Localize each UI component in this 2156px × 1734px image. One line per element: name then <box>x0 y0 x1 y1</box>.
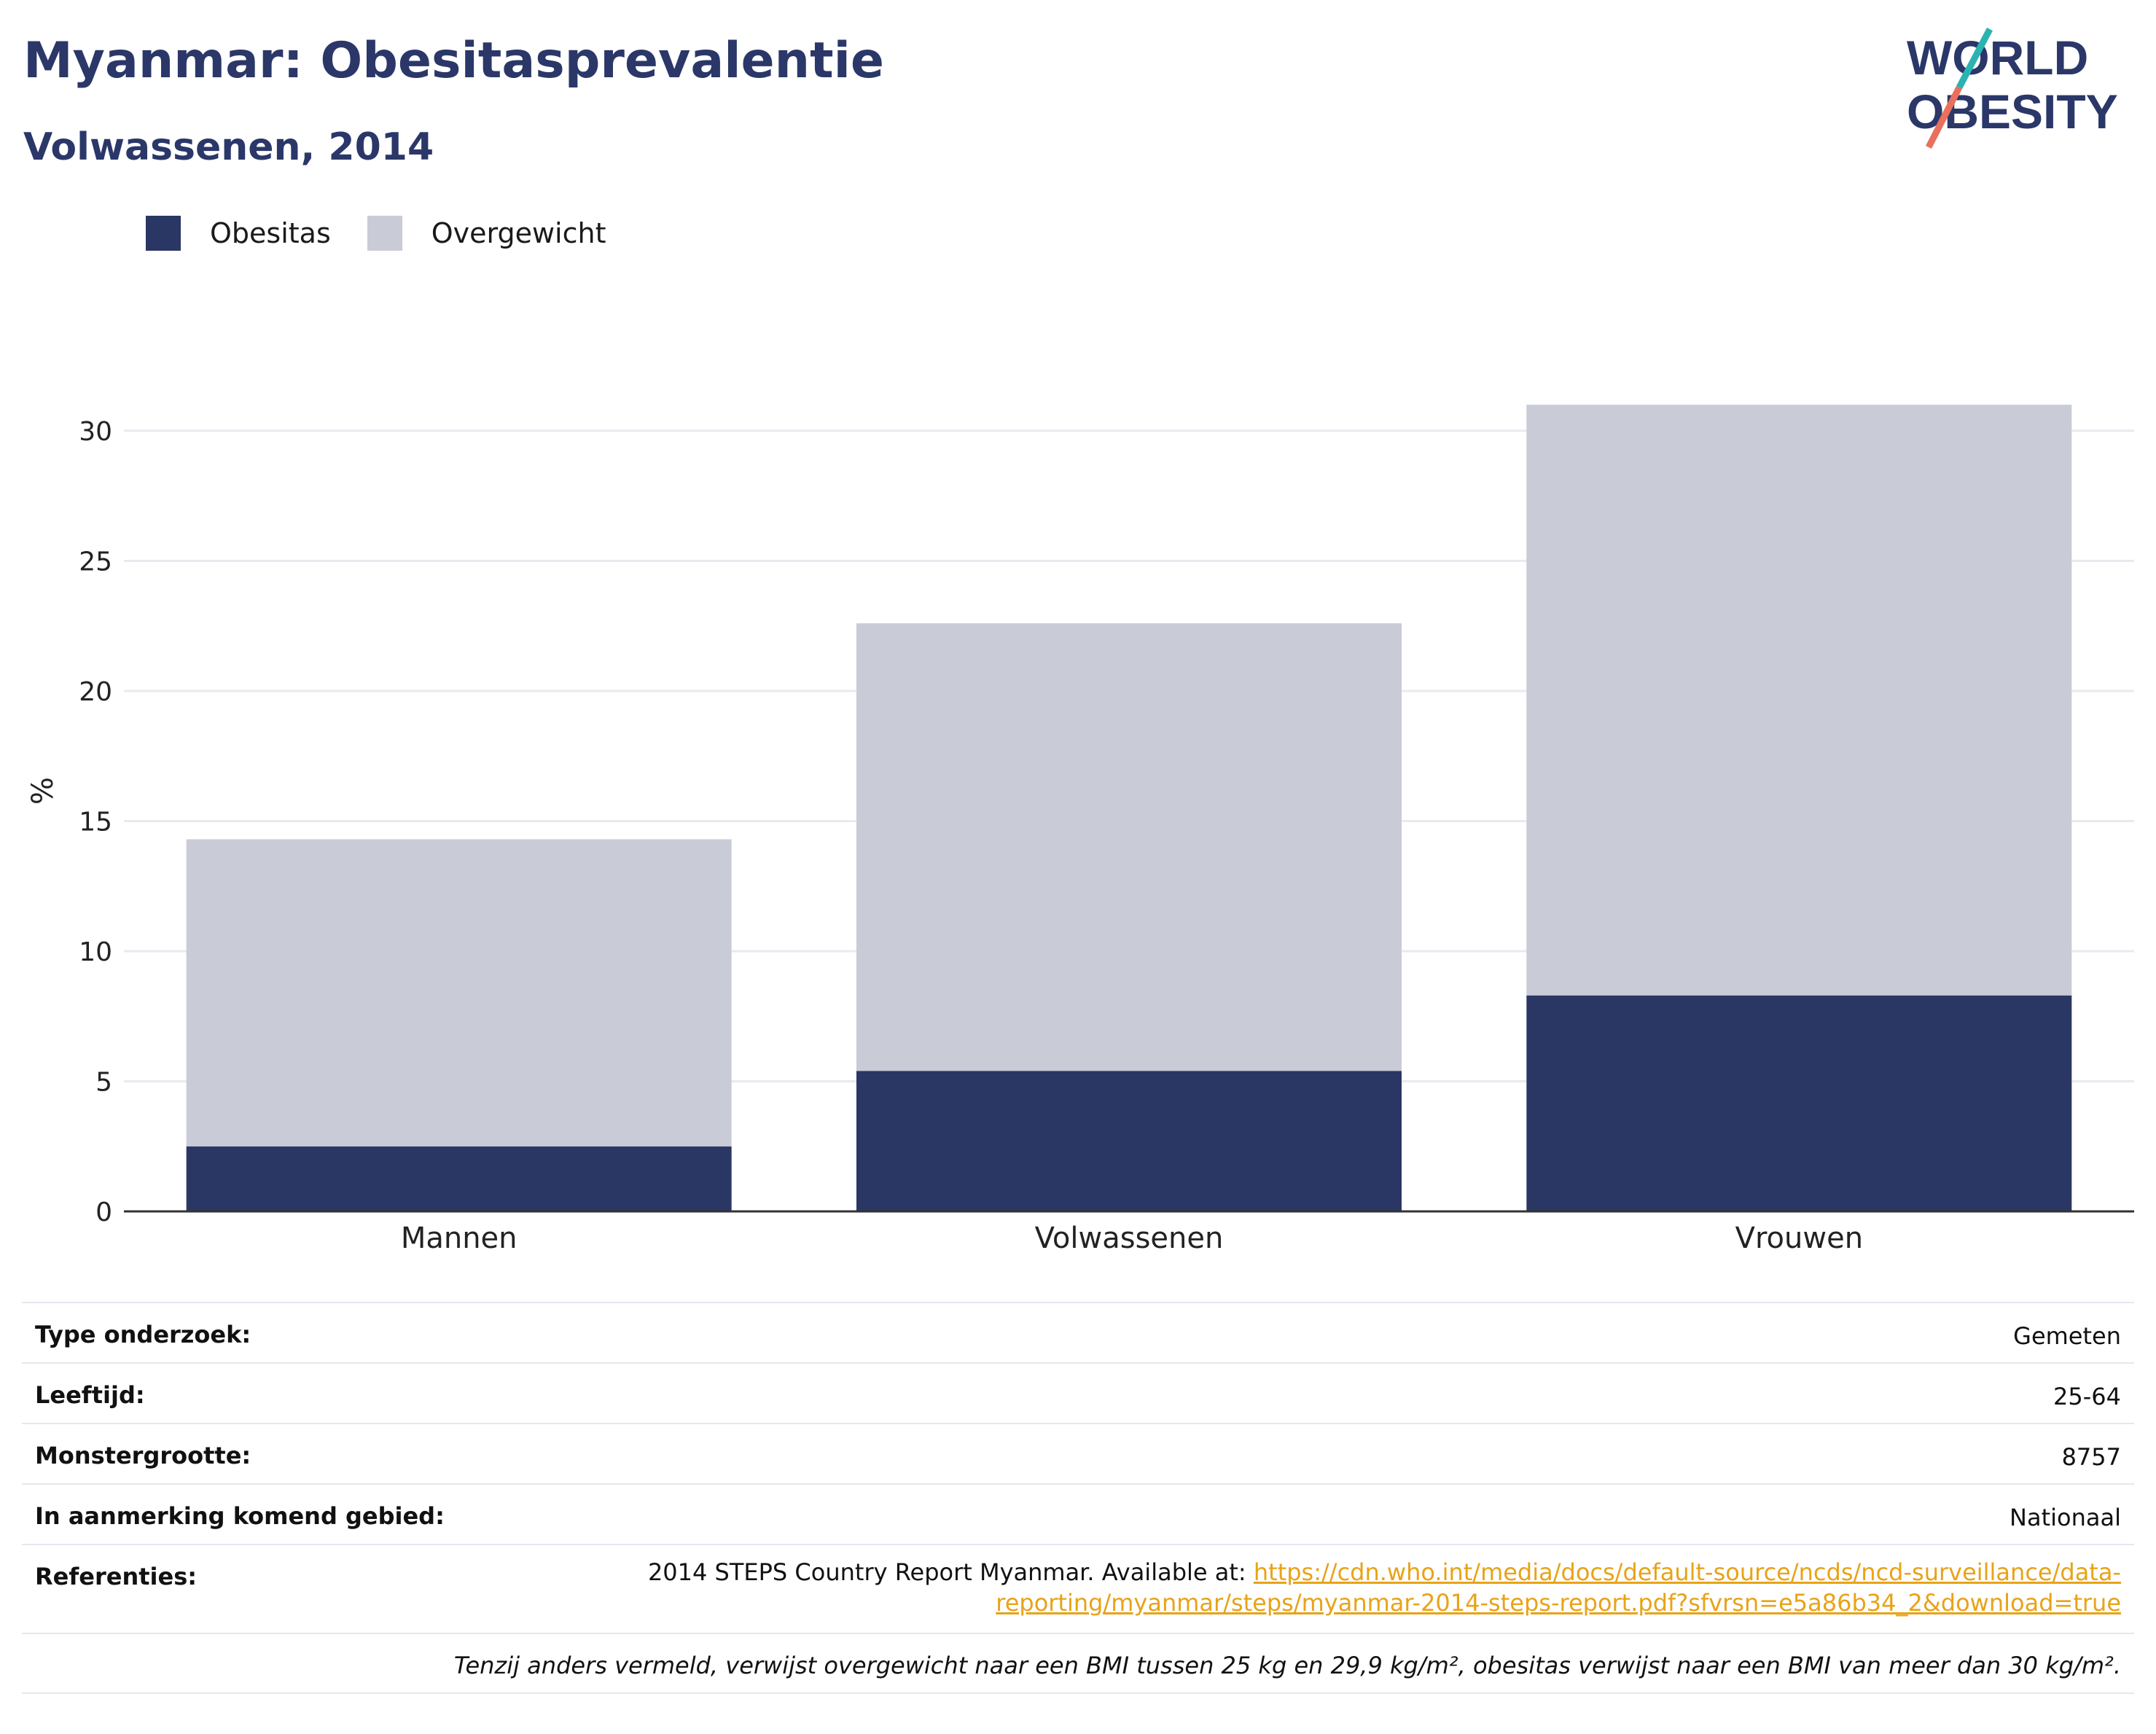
x-tick-label: Vrouwen <box>1735 1222 1863 1255</box>
legend-label-overgewicht: Overgewicht <box>431 217 606 249</box>
reference-link[interactable]: https://cdn.who.int/media/docs/default-s… <box>996 1558 2121 1617</box>
info-label: Leeftijd: <box>35 1381 145 1409</box>
info-label: Referenties: <box>35 1563 198 1590</box>
y-tick-label: 0 <box>95 1198 112 1227</box>
info-row-age: Leeftijd: 25-64 <box>22 1362 2134 1423</box>
x-tick-label: Volwassenen <box>1035 1222 1224 1255</box>
logo-slash-teal <box>1956 27 1993 90</box>
bar-obesitas-mannen <box>186 1146 732 1211</box>
reference-text: 2014 STEPS Country Report Myanmar. Avail… <box>647 1558 1254 1586</box>
chart-title: Myanmar: Obesitasprevalentie <box>23 32 885 90</box>
info-label: Type onderzoek: <box>35 1321 251 1348</box>
world-obesity-logo: WORLD OBESITY <box>1907 27 2118 149</box>
bar-overgewicht-volwassenen <box>856 623 1402 1071</box>
info-table: Type onderzoek: Gemeten Leeftijd: 25-64 … <box>22 1302 2134 1694</box>
reference-value: 2014 STEPS Country Report Myanmar. Avail… <box>648 1557 2121 1618</box>
bar-obesitas-vrouwen <box>1526 995 2072 1211</box>
logo-line-world: WORLD <box>1907 31 2088 85</box>
y-tick-label: 10 <box>79 937 112 967</box>
reference-link-line2: reporting/myanmar/steps/myanmar-2014-ste… <box>996 1589 2121 1617</box>
bar-obesitas-volwassenen <box>856 1071 1402 1211</box>
logo-line-obesity: OBESITY <box>1907 85 2118 138</box>
info-value: 25-64 <box>2053 1383 2121 1410</box>
y-tick-label: 15 <box>79 808 112 837</box>
y-tick-label: 30 <box>79 417 112 447</box>
chart-subtitle: Volwassenen, 2014 <box>23 125 434 169</box>
info-label: Monstergrootte: <box>35 1442 251 1469</box>
y-axis-label: % <box>26 777 60 805</box>
info-value: Gemeten <box>2013 1322 2121 1350</box>
logo-slash-coral <box>1925 85 1963 149</box>
footnote: Tenzij anders vermeld, verwijst overgewi… <box>22 1633 2134 1694</box>
info-label: In aanmerking komend gebied: <box>35 1502 445 1530</box>
y-tick-label: 20 <box>79 677 112 707</box>
info-row-survey-type: Type onderzoek: Gemeten <box>22 1302 2134 1362</box>
y-tick-label: 5 <box>95 1068 112 1098</box>
stacked-bar-chart: 0 5 10 15 20 25 30% Mannen Volwassenen Vrouwen <box>26 405 2134 1255</box>
reference-link-line1: https://cdn.who.int/media/docs/default-s… <box>1253 1558 2121 1586</box>
bar-overgewicht-mannen <box>186 839 732 1147</box>
x-tick-label: Mannen <box>401 1222 517 1255</box>
info-row-area: In aanmerking komend gebied: Nationaal <box>22 1483 2134 1544</box>
legend-swatch-obesitas <box>146 216 181 251</box>
legend-item-obesitas: Obesitas <box>146 216 331 251</box>
legend-item-overgewicht: Overgewicht <box>367 216 606 251</box>
info-row-sample-size: Monstergrootte: 8757 <box>22 1423 2134 1483</box>
info-value: 8757 <box>2061 1443 2121 1471</box>
y-tick-label: 25 <box>79 547 112 577</box>
info-row-references: Referenties: 2014 STEPS Country Report M… <box>22 1544 2134 1633</box>
legend-label-obesitas: Obesitas <box>210 217 331 249</box>
bar-overgewicht-vrouwen <box>1526 405 2072 996</box>
info-value: Nationaal <box>2009 1504 2121 1531</box>
chart-legend: Obesitas Overgewicht <box>146 216 643 251</box>
legend-swatch-overgewicht <box>367 216 402 251</box>
